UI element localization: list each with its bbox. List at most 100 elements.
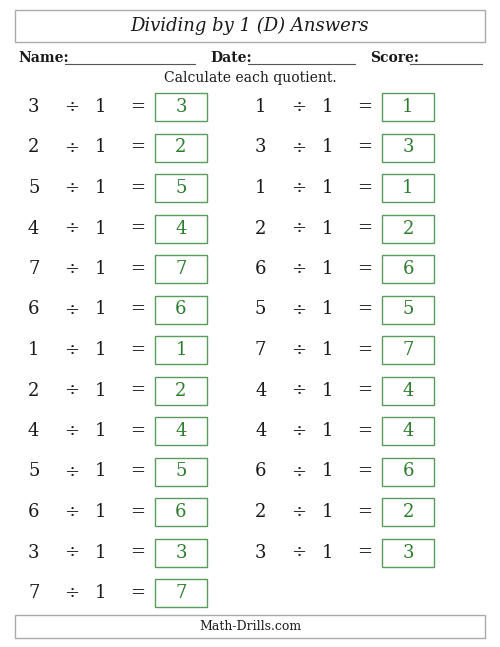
Text: =: =	[357, 300, 372, 318]
FancyBboxPatch shape	[155, 133, 207, 162]
Text: 3: 3	[176, 543, 187, 562]
Text: 7: 7	[28, 260, 40, 278]
FancyBboxPatch shape	[382, 377, 434, 404]
Text: 1: 1	[95, 422, 106, 440]
Text: 1: 1	[95, 98, 106, 116]
Text: Calculate each quotient.: Calculate each quotient.	[164, 71, 336, 85]
FancyBboxPatch shape	[155, 417, 207, 445]
Text: =: =	[130, 341, 145, 359]
Text: 2: 2	[28, 382, 40, 399]
Text: 1: 1	[402, 98, 414, 116]
FancyBboxPatch shape	[382, 174, 434, 202]
Text: =: =	[130, 584, 145, 602]
Text: 6: 6	[402, 260, 414, 278]
Text: 1: 1	[322, 260, 334, 278]
Text: 1: 1	[95, 463, 106, 481]
Text: 3: 3	[28, 543, 40, 562]
Text: 5: 5	[176, 463, 186, 481]
Text: =: =	[357, 260, 372, 278]
Text: =: =	[130, 463, 145, 481]
Text: 7: 7	[28, 584, 40, 602]
Text: 1: 1	[95, 382, 106, 399]
Text: ÷: ÷	[64, 138, 80, 157]
FancyBboxPatch shape	[15, 10, 485, 42]
Text: 4: 4	[255, 422, 266, 440]
FancyBboxPatch shape	[15, 615, 485, 638]
Text: 1: 1	[95, 543, 106, 562]
Text: 5: 5	[28, 463, 40, 481]
Text: 6: 6	[28, 503, 40, 521]
Text: ÷: ÷	[292, 179, 306, 197]
Text: 2: 2	[28, 138, 40, 157]
FancyBboxPatch shape	[155, 296, 207, 324]
FancyBboxPatch shape	[382, 336, 434, 364]
Text: 1: 1	[95, 300, 106, 318]
Text: =: =	[357, 422, 372, 440]
Text: ÷: ÷	[292, 260, 306, 278]
Text: 1: 1	[255, 179, 266, 197]
Text: 1: 1	[95, 179, 106, 197]
Text: ÷: ÷	[64, 503, 80, 521]
Text: ÷: ÷	[64, 382, 80, 399]
Text: 1: 1	[255, 98, 266, 116]
Text: 1: 1	[176, 341, 187, 359]
Text: 1: 1	[95, 503, 106, 521]
Text: ÷: ÷	[292, 422, 306, 440]
Text: 3: 3	[176, 98, 187, 116]
Text: 6: 6	[402, 463, 414, 481]
Text: ÷: ÷	[64, 341, 80, 359]
FancyBboxPatch shape	[155, 457, 207, 485]
Text: 1: 1	[322, 300, 334, 318]
Text: ÷: ÷	[292, 219, 306, 237]
Text: ÷: ÷	[292, 382, 306, 399]
Text: 2: 2	[402, 219, 413, 237]
Text: 4: 4	[402, 382, 413, 399]
Text: 1: 1	[95, 219, 106, 237]
Text: =: =	[357, 543, 372, 562]
FancyBboxPatch shape	[155, 377, 207, 404]
Text: ÷: ÷	[292, 300, 306, 318]
FancyBboxPatch shape	[382, 93, 434, 121]
Text: 1: 1	[95, 341, 106, 359]
Text: 6: 6	[28, 300, 40, 318]
Text: 1: 1	[322, 98, 334, 116]
Text: 5: 5	[28, 179, 40, 197]
Text: 1: 1	[322, 422, 334, 440]
FancyBboxPatch shape	[382, 215, 434, 243]
Text: 1: 1	[322, 543, 334, 562]
Text: =: =	[130, 179, 145, 197]
FancyBboxPatch shape	[382, 457, 434, 485]
Text: =: =	[130, 300, 145, 318]
Text: 6: 6	[176, 503, 187, 521]
Text: 3: 3	[402, 138, 414, 157]
Text: ÷: ÷	[64, 98, 80, 116]
Text: ÷: ÷	[64, 219, 80, 237]
Text: ÷: ÷	[64, 543, 80, 562]
Text: 2: 2	[176, 138, 186, 157]
FancyBboxPatch shape	[155, 215, 207, 243]
Text: ÷: ÷	[292, 543, 306, 562]
Text: ÷: ÷	[292, 98, 306, 116]
Text: 4: 4	[28, 422, 40, 440]
Text: 5: 5	[402, 300, 413, 318]
Text: =: =	[357, 98, 372, 116]
Text: 2: 2	[255, 503, 266, 521]
Text: ÷: ÷	[292, 463, 306, 481]
Text: 1: 1	[322, 503, 334, 521]
Text: 1: 1	[322, 382, 334, 399]
Text: =: =	[357, 179, 372, 197]
Text: 6: 6	[255, 463, 266, 481]
Text: 3: 3	[402, 543, 414, 562]
Text: =: =	[130, 260, 145, 278]
Text: Math-Drills.com: Math-Drills.com	[199, 620, 301, 633]
FancyBboxPatch shape	[382, 498, 434, 526]
Text: =: =	[357, 219, 372, 237]
Text: =: =	[130, 382, 145, 399]
Text: 4: 4	[28, 219, 40, 237]
Text: 6: 6	[255, 260, 266, 278]
Text: 1: 1	[95, 260, 106, 278]
Text: 6: 6	[176, 300, 187, 318]
Text: 1: 1	[402, 179, 414, 197]
FancyBboxPatch shape	[155, 538, 207, 567]
FancyBboxPatch shape	[382, 538, 434, 567]
